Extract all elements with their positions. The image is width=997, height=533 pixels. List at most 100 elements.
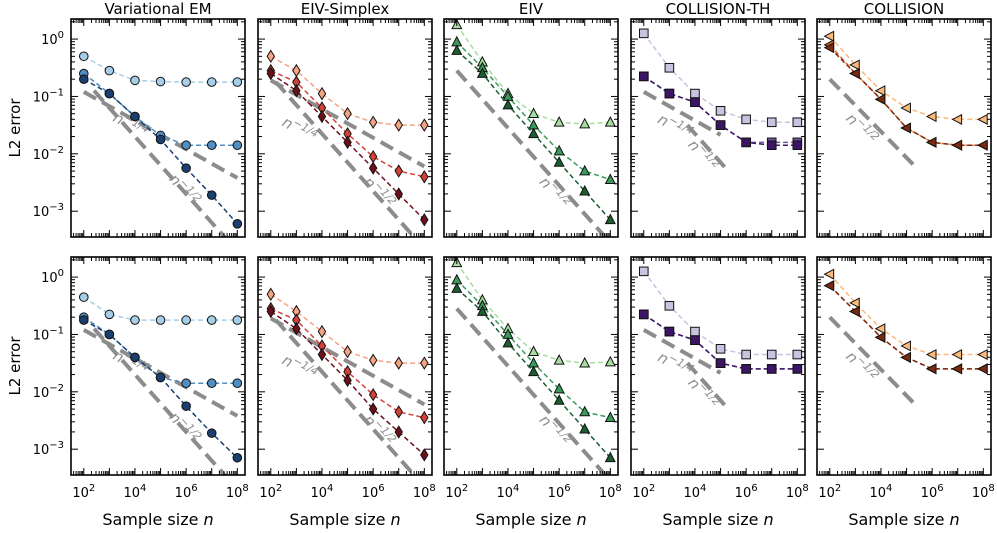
panel-0: Variational EM n−1/4n−1/2 100 10−1 10−2 10−3 bbox=[33, 0, 246, 238]
data-point bbox=[553, 144, 565, 156]
x-tick-label: 104 bbox=[497, 483, 520, 501]
reference-guide-line bbox=[92, 327, 228, 475]
data-point bbox=[638, 28, 649, 39]
panel-9: n−1/2 102 104 106 108 Sample size n bbox=[816, 256, 995, 529]
data-point bbox=[78, 292, 89, 302]
plot-area: n−1/2 bbox=[823, 30, 988, 170]
x-tick-label: 104 bbox=[870, 483, 893, 501]
x-axis-label: Sample size n bbox=[662, 510, 773, 529]
x-tick-label: 104 bbox=[311, 483, 334, 501]
data-point bbox=[206, 190, 217, 200]
data-point bbox=[394, 187, 403, 201]
data-point bbox=[715, 105, 726, 116]
data-point bbox=[579, 356, 591, 368]
x-tick-label: 106 bbox=[362, 483, 385, 501]
data-point bbox=[343, 106, 352, 121]
plot-area: n−1/4n−1/2 bbox=[78, 51, 243, 237]
data-point bbox=[130, 75, 140, 86]
x-tick-label: 102 bbox=[632, 483, 655, 501]
data-point bbox=[130, 352, 140, 363]
data-point bbox=[849, 305, 860, 318]
x-axis-label: Sample size n bbox=[102, 510, 213, 529]
data-point bbox=[925, 363, 937, 375]
x-tick-label: 102 bbox=[72, 483, 95, 501]
plot-area: n−1/2 bbox=[823, 268, 988, 408]
data-point bbox=[951, 139, 963, 151]
data-point bbox=[792, 117, 803, 128]
plot-area: n−1/2 bbox=[451, 19, 616, 237]
data-point bbox=[232, 452, 243, 463]
data-point bbox=[528, 107, 540, 119]
data-point bbox=[849, 297, 860, 309]
plot-area: n−1/4n−1/2 bbox=[638, 28, 803, 173]
data-point bbox=[343, 135, 352, 150]
panel-6: n−1/4 n−1/2 102 104 106 108 Sample size n bbox=[257, 256, 436, 529]
data-point bbox=[579, 405, 591, 417]
data-point bbox=[977, 363, 988, 375]
guide-label: n−1/2 bbox=[360, 172, 399, 213]
x-tick-label: 106 bbox=[735, 483, 758, 501]
data-point bbox=[420, 118, 429, 132]
data-point bbox=[715, 343, 726, 354]
y-tick-label: 10−3 bbox=[33, 202, 64, 220]
x-tick-label: 108 bbox=[226, 483, 249, 501]
data-point bbox=[579, 117, 591, 129]
data-point bbox=[451, 44, 463, 55]
data-point bbox=[528, 365, 540, 377]
data-point bbox=[476, 305, 488, 316]
x-tick-label: 104 bbox=[684, 483, 707, 501]
guide-label: n−1/2 bbox=[360, 410, 399, 451]
data-point bbox=[579, 164, 591, 176]
plot-area: n−1/4n−1/2 bbox=[266, 49, 429, 237]
x-tick-label: 106 bbox=[921, 483, 944, 501]
data-point bbox=[874, 85, 886, 97]
data-point bbox=[715, 358, 726, 368]
reference-guide-line bbox=[455, 307, 608, 475]
y-tick-label: 10−1 bbox=[33, 325, 64, 343]
data-point bbox=[900, 102, 911, 114]
axes-frame bbox=[70, 256, 246, 476]
data-point bbox=[579, 184, 591, 196]
y-axis-label: L2 error bbox=[6, 336, 24, 396]
panel-title: EIV-Simplex bbox=[301, 0, 390, 18]
x-tick-label: 108 bbox=[972, 483, 995, 501]
x-tick-label: 102 bbox=[259, 483, 282, 501]
data-point bbox=[343, 373, 352, 388]
data-point bbox=[420, 448, 429, 462]
data-point bbox=[690, 97, 700, 107]
data-point bbox=[232, 378, 243, 389]
data-point bbox=[394, 118, 403, 132]
data-point bbox=[849, 59, 860, 71]
guide-label: n−1/2 bbox=[684, 373, 723, 414]
data-point bbox=[900, 122, 911, 134]
data-point bbox=[368, 353, 378, 368]
data-point bbox=[232, 315, 243, 325]
data-point bbox=[317, 324, 327, 339]
data-point bbox=[420, 170, 429, 184]
x-tick-label: 102 bbox=[445, 483, 468, 501]
reference-guide-line bbox=[274, 318, 417, 475]
data-point bbox=[78, 74, 89, 85]
data-point bbox=[232, 219, 243, 229]
data-point bbox=[951, 348, 963, 361]
data-point bbox=[181, 163, 191, 173]
data-point bbox=[368, 161, 378, 175]
data-point bbox=[78, 51, 89, 62]
data-point bbox=[155, 372, 166, 383]
axes-frame bbox=[70, 18, 246, 238]
data-point bbox=[130, 315, 140, 325]
data-point bbox=[638, 71, 649, 82]
data-point bbox=[604, 116, 616, 127]
data-point bbox=[181, 378, 191, 389]
data-point bbox=[951, 363, 963, 375]
data-point bbox=[420, 356, 429, 370]
reference-guide-line bbox=[455, 69, 608, 237]
data-point bbox=[553, 394, 565, 405]
data-point bbox=[823, 42, 835, 54]
y-axis-label: L2 error bbox=[6, 98, 24, 158]
data-point bbox=[206, 378, 217, 389]
data-point bbox=[420, 213, 429, 227]
data-point bbox=[579, 422, 591, 434]
data-point bbox=[502, 336, 514, 348]
